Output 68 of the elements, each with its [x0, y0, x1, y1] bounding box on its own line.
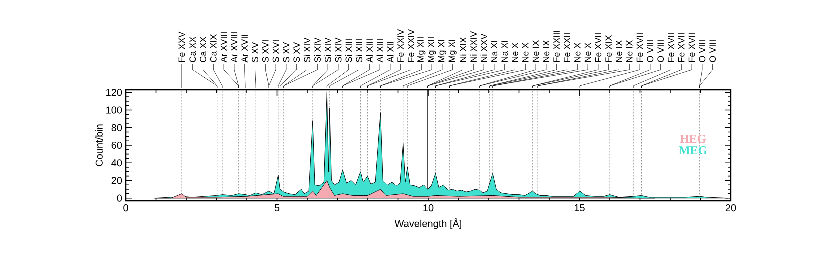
ref-line-label: Ca XX: [190, 36, 196, 62]
annotation: Fe XIX: [606, 35, 612, 62]
legend-label: MEG: [679, 146, 708, 155]
annotation: Ne IX: [626, 40, 633, 62]
ref-line-label: Fe XXV: [178, 32, 186, 62]
ref-line-label: Ca XIX: [210, 34, 217, 62]
ref-line-label: S XV: [252, 42, 258, 62]
annotation: Ne IX: [543, 40, 550, 62]
y-tick-label: 40: [112, 160, 122, 167]
ref-line-label: Si XIV: [324, 38, 332, 62]
ref-line-label: O VIII: [647, 40, 654, 62]
annotation: O VIII: [710, 40, 716, 62]
ref-line-label: S XV: [283, 42, 290, 62]
ref-line-label: Na XI: [491, 41, 498, 62]
annotation: Ar XVIII: [231, 32, 238, 63]
ref-line-label: Ni XIX: [460, 37, 467, 62]
ref-line-label: Fe XVII: [668, 34, 674, 62]
legend-label: HEG: [680, 135, 706, 144]
x-tick-label: 15: [574, 204, 585, 212]
ref-line-label: Si XIII: [356, 40, 363, 62]
annotation: Ni XXV: [480, 34, 488, 62]
ref-line-label: Si XIII: [346, 40, 352, 62]
annotation: Ni XXIV: [470, 31, 477, 62]
ref-line-label: Fe XVII: [636, 34, 644, 62]
annotation: Ne X: [522, 42, 529, 62]
ref-line-label: S XVI: [262, 40, 269, 62]
annotation: Mg XII: [428, 38, 436, 62]
ref-line-label: Ar XVII: [242, 35, 248, 63]
annotation: S XVI: [272, 40, 280, 62]
ref-line-label: Mg XI: [438, 40, 446, 62]
x-axis-title: Wavelength [Å]: [394, 218, 462, 230]
ref-line-label: Ne IX: [616, 40, 622, 62]
annotation: Na XI: [502, 41, 508, 62]
y-tick-label: 100: [106, 106, 122, 114]
y-tick-label: 120: [106, 89, 122, 96]
ref-line-label: Fe XXIV: [398, 29, 404, 62]
y-tick-label: 60: [112, 142, 122, 150]
ref-line-label: Ne X: [512, 42, 518, 62]
annotation: Si XIV: [314, 38, 321, 62]
annotation: Si XIV: [335, 38, 342, 62]
annotation: Fe XXII: [564, 34, 570, 62]
ref-line-label: S XV: [294, 42, 300, 62]
ref-line-label: Ar XVIII: [220, 32, 228, 63]
x-tick-label: 20: [726, 204, 736, 212]
ref-line-label: O VIII: [699, 40, 706, 62]
ref-line-label: Al XIII: [366, 40, 373, 63]
ref-line-label: Al XII: [387, 42, 394, 63]
annotation: O VIII: [658, 40, 664, 62]
y-tick-label: 80: [112, 124, 122, 132]
annotation: Fe XXIV: [408, 29, 414, 62]
x-tick-label: 5: [274, 204, 280, 212]
ref-line-label: Fe XXIII: [554, 31, 560, 62]
y-axis-title: Count/bin: [96, 124, 103, 166]
x-tick-label: 10: [424, 204, 434, 212]
x-tick-label: 0: [124, 204, 128, 212]
annotation: Fe XVII: [688, 34, 696, 62]
y-tick-label: 20: [112, 177, 122, 184]
ref-line-label: Ne IX: [532, 40, 540, 62]
annotation: Ca XX: [200, 36, 206, 62]
ref-line-label: Ne X: [574, 42, 581, 62]
ref-line-label: Mg XII: [418, 38, 426, 62]
ref-line-label: Fe XVII: [678, 34, 685, 62]
annotation: Ne X: [584, 42, 592, 62]
y-tick-label: 0: [117, 194, 122, 202]
annotation: Al XIII: [376, 40, 384, 63]
ref-line-label: Fe XVII: [595, 34, 602, 62]
ref-line-label: Mg XI: [448, 40, 457, 62]
ref-line-label: Si XIV: [304, 38, 311, 62]
